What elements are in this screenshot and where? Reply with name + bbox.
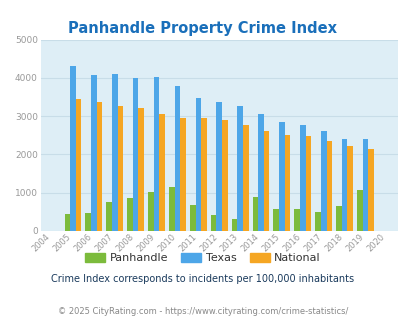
Bar [284, 135, 290, 231]
Legend: Panhandle, Texas, National: Panhandle, Texas, National [81, 248, 324, 268]
Bar [320, 131, 326, 231]
Bar [148, 192, 153, 231]
Bar [168, 187, 174, 231]
Bar [64, 214, 70, 231]
Bar [117, 106, 123, 231]
Bar [341, 139, 347, 231]
Bar [258, 114, 263, 231]
Bar [190, 205, 195, 231]
Bar [200, 118, 206, 231]
Bar [278, 122, 284, 231]
Bar [252, 197, 258, 231]
Bar [237, 106, 242, 231]
Bar [210, 215, 216, 231]
Bar [153, 77, 159, 231]
Bar [222, 120, 227, 231]
Bar [174, 85, 180, 231]
Bar [106, 202, 112, 231]
Bar [273, 209, 278, 231]
Bar [294, 209, 299, 231]
Bar [305, 136, 311, 231]
Text: © 2025 CityRating.com - https://www.cityrating.com/crime-statistics/: © 2025 CityRating.com - https://www.city… [58, 307, 347, 316]
Bar [127, 198, 132, 231]
Bar [112, 74, 117, 231]
Bar [367, 149, 373, 231]
Bar [335, 206, 341, 231]
Bar [91, 75, 96, 231]
Bar [231, 219, 237, 231]
Bar [314, 212, 320, 231]
Bar [356, 190, 362, 231]
Text: Panhandle Property Crime Index: Panhandle Property Crime Index [68, 21, 337, 36]
Bar [347, 147, 352, 231]
Bar [159, 114, 164, 231]
Bar [96, 102, 102, 231]
Bar [326, 141, 331, 231]
Bar [263, 131, 269, 231]
Bar [132, 78, 138, 231]
Bar [180, 118, 185, 231]
Bar [76, 99, 81, 231]
Bar [85, 213, 91, 231]
Bar [242, 125, 248, 231]
Text: Crime Index corresponds to incidents per 100,000 inhabitants: Crime Index corresponds to incidents per… [51, 274, 354, 284]
Bar [138, 108, 144, 231]
Bar [195, 98, 200, 231]
Bar [70, 66, 76, 231]
Bar [362, 139, 367, 231]
Bar [216, 102, 222, 231]
Bar [299, 125, 305, 231]
